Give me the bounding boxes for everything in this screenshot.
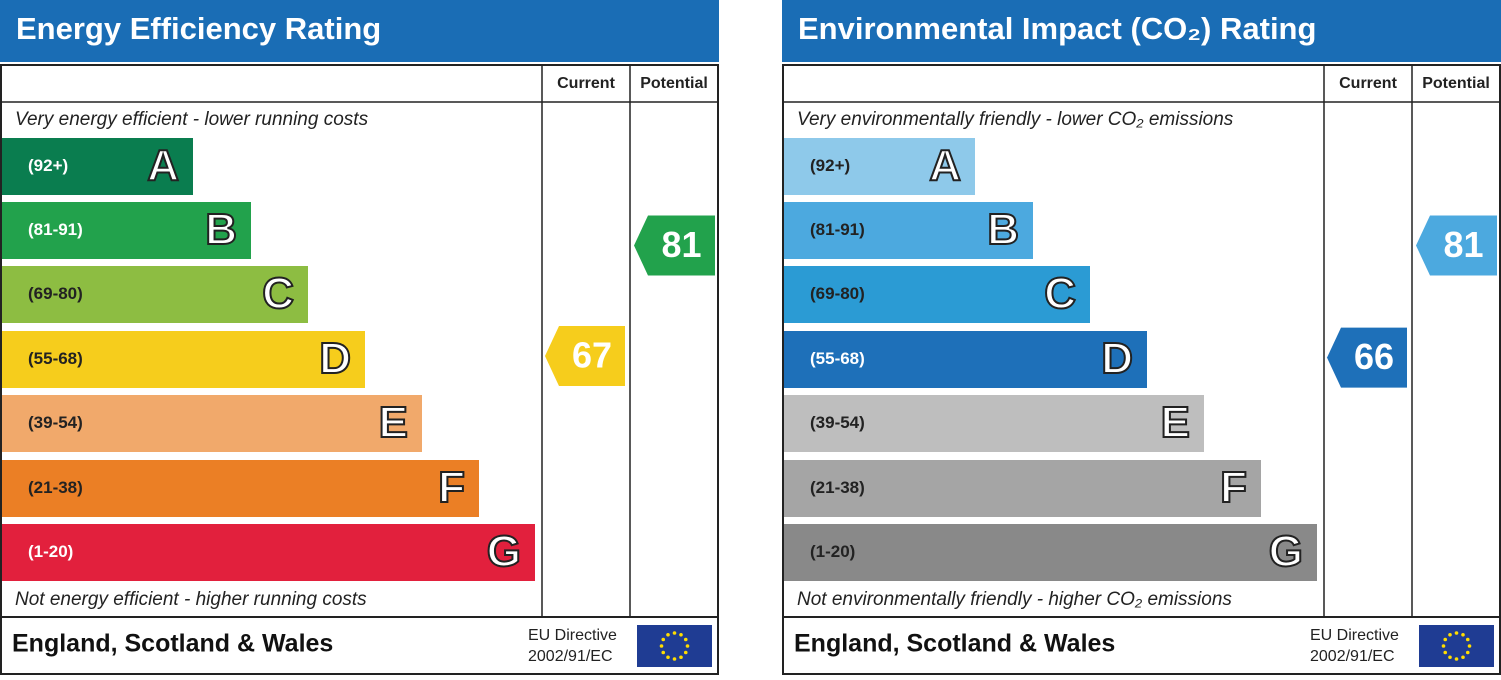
band-range: (21-38) bbox=[810, 478, 865, 497]
rating-value: 67 bbox=[572, 335, 612, 376]
footer-region: England, Scotland & Wales bbox=[12, 630, 333, 658]
rating-band bbox=[2, 138, 193, 195]
band-letter: D bbox=[319, 334, 351, 383]
band-range: (21-38) bbox=[28, 478, 83, 497]
rating-band bbox=[784, 266, 1090, 323]
bottom-text: Not environmentally friendly - higher CO… bbox=[797, 589, 1232, 610]
eu-star bbox=[666, 655, 670, 660]
eu-star bbox=[672, 657, 677, 661]
footer-region: England, Scotland & Wales bbox=[794, 630, 1115, 658]
band-range: (81-91) bbox=[810, 220, 865, 239]
rating-band bbox=[2, 202, 251, 259]
band-range: (69-80) bbox=[810, 284, 865, 303]
rating-band bbox=[784, 138, 975, 195]
band-letter: G bbox=[487, 527, 521, 576]
footer-directive: 2002/91/EC bbox=[1310, 648, 1395, 665]
eu-star bbox=[1467, 644, 1472, 648]
frame bbox=[0, 64, 719, 675]
panel-title: Environmental Impact (CO₂) Rating bbox=[798, 11, 1316, 46]
frame bbox=[782, 64, 1501, 675]
eu-star bbox=[679, 655, 683, 660]
rating-arrow bbox=[1327, 327, 1407, 388]
band-range: (1-20) bbox=[810, 542, 855, 561]
rating-band bbox=[2, 331, 365, 388]
rating-arrow bbox=[634, 215, 715, 276]
top-text: Very energy efficient - lower running co… bbox=[15, 109, 369, 130]
band-range: (55-68) bbox=[810, 349, 865, 368]
eu-star bbox=[666, 632, 670, 637]
rating-band bbox=[2, 266, 308, 323]
rating-arrow bbox=[1416, 215, 1497, 276]
band-range: (92+) bbox=[810, 156, 850, 175]
eu-star bbox=[1465, 650, 1470, 655]
band-range: (55-68) bbox=[28, 349, 83, 368]
rating-band bbox=[2, 395, 422, 452]
eu-star bbox=[1448, 655, 1452, 660]
column-header: Potential bbox=[640, 75, 708, 92]
panel-title: Energy Efficiency Rating bbox=[16, 11, 381, 46]
rating-value: 81 bbox=[661, 224, 701, 265]
rating-panel: Energy Efficiency Rating Current Potential… bbox=[0, 0, 719, 675]
column-header: Potential bbox=[1422, 75, 1490, 92]
eu-star bbox=[683, 650, 688, 655]
rating-value: 81 bbox=[1443, 224, 1483, 265]
title-bar bbox=[782, 0, 1501, 62]
eu-star bbox=[679, 632, 683, 637]
eu-star bbox=[672, 631, 677, 635]
band-letter: E bbox=[1161, 398, 1190, 447]
band-range: (92+) bbox=[28, 156, 68, 175]
top-text: Very environmentally friendly - lower CO… bbox=[797, 109, 1234, 130]
band-letter: C bbox=[1044, 269, 1076, 318]
band-letter: C bbox=[262, 269, 294, 318]
band-range: (69-80) bbox=[28, 284, 83, 303]
eu-star bbox=[1461, 632, 1465, 637]
band-letter: B bbox=[987, 205, 1019, 254]
eu-star bbox=[661, 650, 666, 655]
eu-star bbox=[685, 644, 690, 648]
footer-directive: EU Directive bbox=[528, 627, 617, 644]
band-letter: F bbox=[438, 463, 465, 512]
eu-star bbox=[1443, 637, 1448, 642]
band-range: (81-91) bbox=[28, 220, 83, 239]
band-letter: G bbox=[1269, 527, 1303, 576]
eu-star bbox=[1461, 655, 1465, 660]
rating-value: 66 bbox=[1354, 336, 1394, 377]
eu-star bbox=[1443, 650, 1448, 655]
band-range: (39-54) bbox=[810, 413, 865, 432]
rating-band bbox=[2, 524, 535, 581]
eu-star bbox=[1454, 657, 1459, 661]
rating-band bbox=[2, 460, 479, 517]
rating-arrow bbox=[545, 326, 625, 387]
eu-star bbox=[683, 637, 688, 642]
eu-star bbox=[1465, 637, 1470, 642]
footer-directive: EU Directive bbox=[1310, 627, 1399, 644]
footer-directive: 2002/91/EC bbox=[528, 648, 613, 665]
rating-band bbox=[784, 524, 1317, 581]
band-letter: D bbox=[1101, 334, 1133, 383]
band-letter: A bbox=[929, 141, 961, 190]
bottom-text: Not energy efficient - higher running co… bbox=[15, 589, 367, 610]
band-letter: B bbox=[205, 205, 237, 254]
rating-band bbox=[784, 395, 1204, 452]
eu-star bbox=[659, 644, 664, 648]
rating-panel: Environmental Impact (CO₂) Rating Current… bbox=[782, 0, 1501, 675]
eu-star bbox=[1448, 632, 1452, 637]
band-range: (39-54) bbox=[28, 413, 83, 432]
rating-band bbox=[784, 331, 1147, 388]
band-letter: E bbox=[379, 398, 408, 447]
title-bar bbox=[0, 0, 719, 62]
rating-band bbox=[784, 460, 1261, 517]
band-letter: F bbox=[1220, 463, 1247, 512]
eu-star bbox=[661, 637, 666, 642]
column-header: Current bbox=[557, 75, 615, 92]
rating-band bbox=[784, 202, 1033, 259]
band-letter: A bbox=[147, 141, 179, 190]
eu-star bbox=[1454, 631, 1459, 635]
band-range: (1-20) bbox=[28, 542, 73, 561]
column-header: Current bbox=[1339, 75, 1397, 92]
eu-star bbox=[1441, 644, 1446, 648]
